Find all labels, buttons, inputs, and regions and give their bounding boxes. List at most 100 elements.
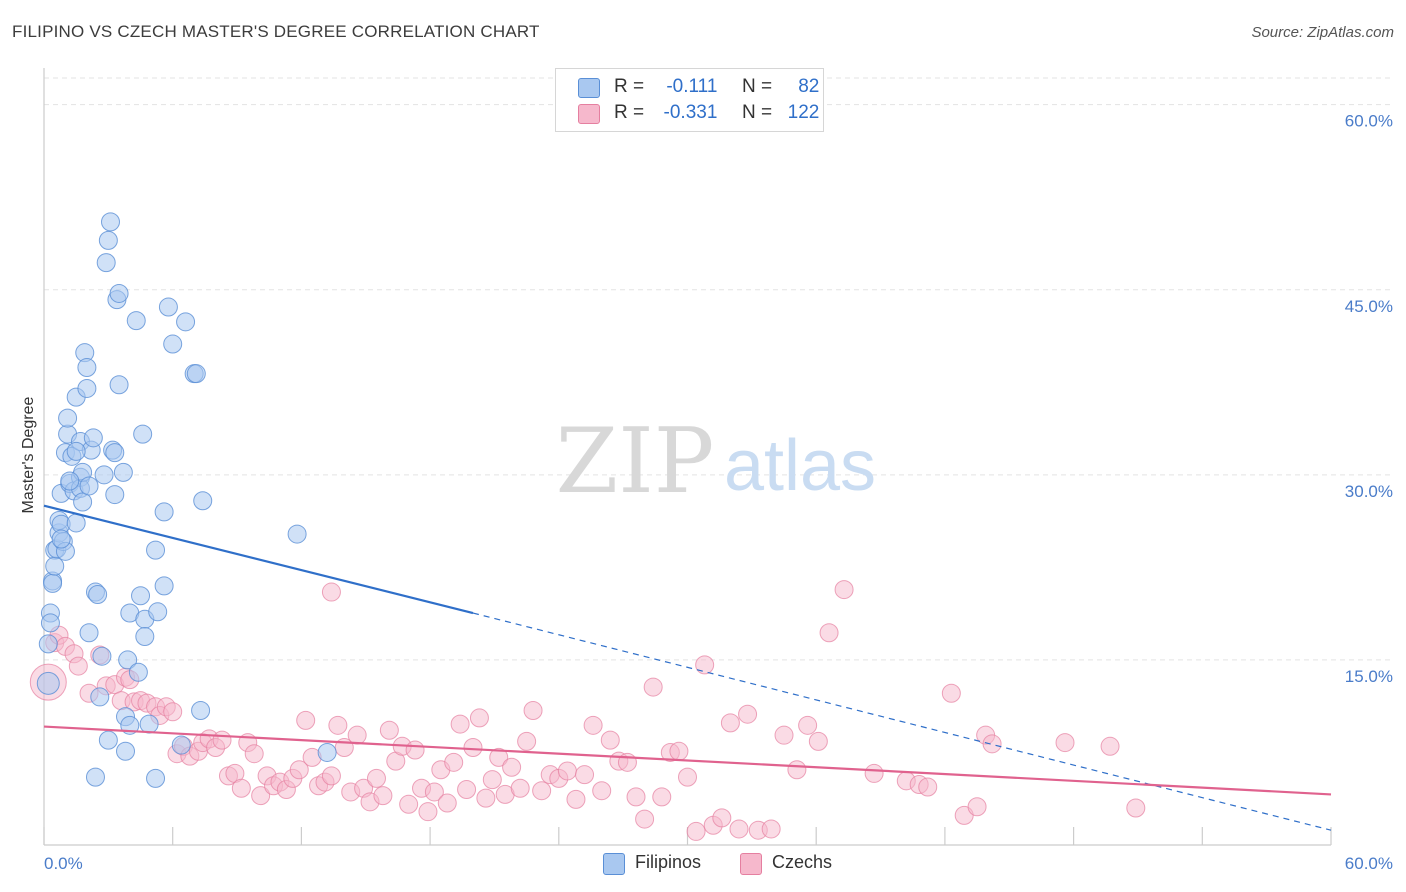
x-tick-label: 60.0% <box>1345 854 1393 873</box>
tick-labels: 15.0% 30.0% 45.0% 60.0% 0.0% 60.0% <box>44 112 1393 873</box>
filipino-point <box>171 735 191 755</box>
czech-point <box>712 808 732 828</box>
filipino-point <box>83 428 103 448</box>
filipino-point <box>193 491 213 511</box>
filipino-point <box>154 502 174 522</box>
y-tick-label: 45.0% <box>1345 297 1393 316</box>
filipino-point <box>109 375 129 395</box>
filipino-point <box>186 364 206 384</box>
filipino-point <box>58 408 78 428</box>
filipino-point <box>77 378 97 398</box>
filipino-point <box>105 485 125 505</box>
filipino-point <box>38 634 58 654</box>
filipinos-legend-swatch <box>603 853 625 875</box>
grid-lines <box>44 77 1392 661</box>
filipino-point <box>118 650 138 670</box>
czech-point <box>450 714 470 734</box>
czech-point <box>982 734 1002 754</box>
czech-point <box>244 744 264 764</box>
czech-point <box>457 779 477 799</box>
legend-n-label: N = <box>741 102 773 123</box>
source-label: Source: ZipAtlas.com <box>1251 24 1394 41</box>
czech-point <box>798 715 818 735</box>
czech-point <box>418 802 438 822</box>
filipino-point <box>109 283 129 303</box>
filipino-point <box>113 462 133 482</box>
legend-r-value: -0.331 <box>663 102 718 123</box>
watermark-atlas: atlas <box>724 426 876 506</box>
legend-n-value: 82 <box>798 76 820 97</box>
czech-point <box>405 740 425 760</box>
filipino-points <box>36 212 337 788</box>
czech-point <box>469 708 489 728</box>
filipino-point <box>40 613 60 633</box>
czech-point <box>437 793 457 813</box>
y-axis-title: Master's Degree <box>20 396 37 513</box>
czech-point <box>808 731 828 751</box>
czech-point <box>834 580 854 600</box>
x-tick-label: 0.0% <box>44 854 83 873</box>
czech-point <box>1126 798 1146 818</box>
y-tick-label: 60.0% <box>1345 112 1393 131</box>
filipino-point <box>191 701 211 721</box>
czech-point <box>463 738 483 758</box>
czech-point <box>502 757 522 777</box>
filipino-point <box>146 540 166 560</box>
legend-r-label: R = <box>614 76 645 97</box>
filipino-point <box>43 573 63 593</box>
czech-point <box>669 741 689 761</box>
filipino-point <box>98 230 118 250</box>
czech-point <box>652 787 672 807</box>
czechs-legend-swatch <box>740 853 762 875</box>
filipino-point <box>148 602 168 622</box>
filipino-point <box>126 311 146 331</box>
czech-point <box>774 725 794 745</box>
czech-point <box>695 655 715 675</box>
filipino-point <box>51 529 71 549</box>
watermark: ZIP atlas <box>556 409 876 514</box>
filipino-point <box>135 626 155 646</box>
czechs-legend-label: Czechs <box>772 852 833 872</box>
filipino-point <box>90 687 110 707</box>
czech-point <box>600 730 620 750</box>
czech-point <box>787 760 807 780</box>
czech-point <box>864 763 884 783</box>
czech-point <box>626 787 646 807</box>
filipino-point <box>88 585 108 605</box>
filipino-point <box>131 586 151 606</box>
czech-point <box>1100 736 1120 756</box>
filipino-point <box>94 465 114 485</box>
filipino-point <box>60 471 80 491</box>
filipino-point <box>98 730 118 750</box>
filipinos-legend-label: Filipinos <box>635 852 702 872</box>
czech-point <box>289 760 309 780</box>
legend-n-label: N = <box>741 76 773 97</box>
filipino-point <box>287 524 307 544</box>
legend-n-value: 122 <box>787 102 820 123</box>
trend-lines <box>43 504 1332 831</box>
czech-point <box>321 582 341 602</box>
czech-point <box>967 797 987 817</box>
chart-title: FILIPINO VS CZECH MASTER'S DEGREE CORREL… <box>12 22 540 41</box>
czech-trend-line <box>43 725 1332 796</box>
filipino-point <box>96 253 116 273</box>
czech-point <box>68 656 88 676</box>
czech-point <box>510 778 530 798</box>
czech-point <box>347 725 367 745</box>
czech-point <box>575 765 595 785</box>
filipino-point <box>146 768 166 788</box>
filipino-trend-extension <box>472 612 1332 831</box>
filipinos-swatch <box>578 78 600 98</box>
filipino-point <box>163 334 183 354</box>
filipino-point <box>139 714 159 734</box>
filipino-point <box>45 556 65 576</box>
czech-point <box>686 821 706 841</box>
czech-point <box>819 623 839 643</box>
axes <box>43 68 1332 846</box>
filipino-point <box>73 492 93 512</box>
filipino-point <box>85 767 105 787</box>
czech-point <box>557 761 577 781</box>
czech-point <box>373 786 393 806</box>
filipino-point <box>66 513 86 533</box>
filipino-point <box>79 623 99 643</box>
